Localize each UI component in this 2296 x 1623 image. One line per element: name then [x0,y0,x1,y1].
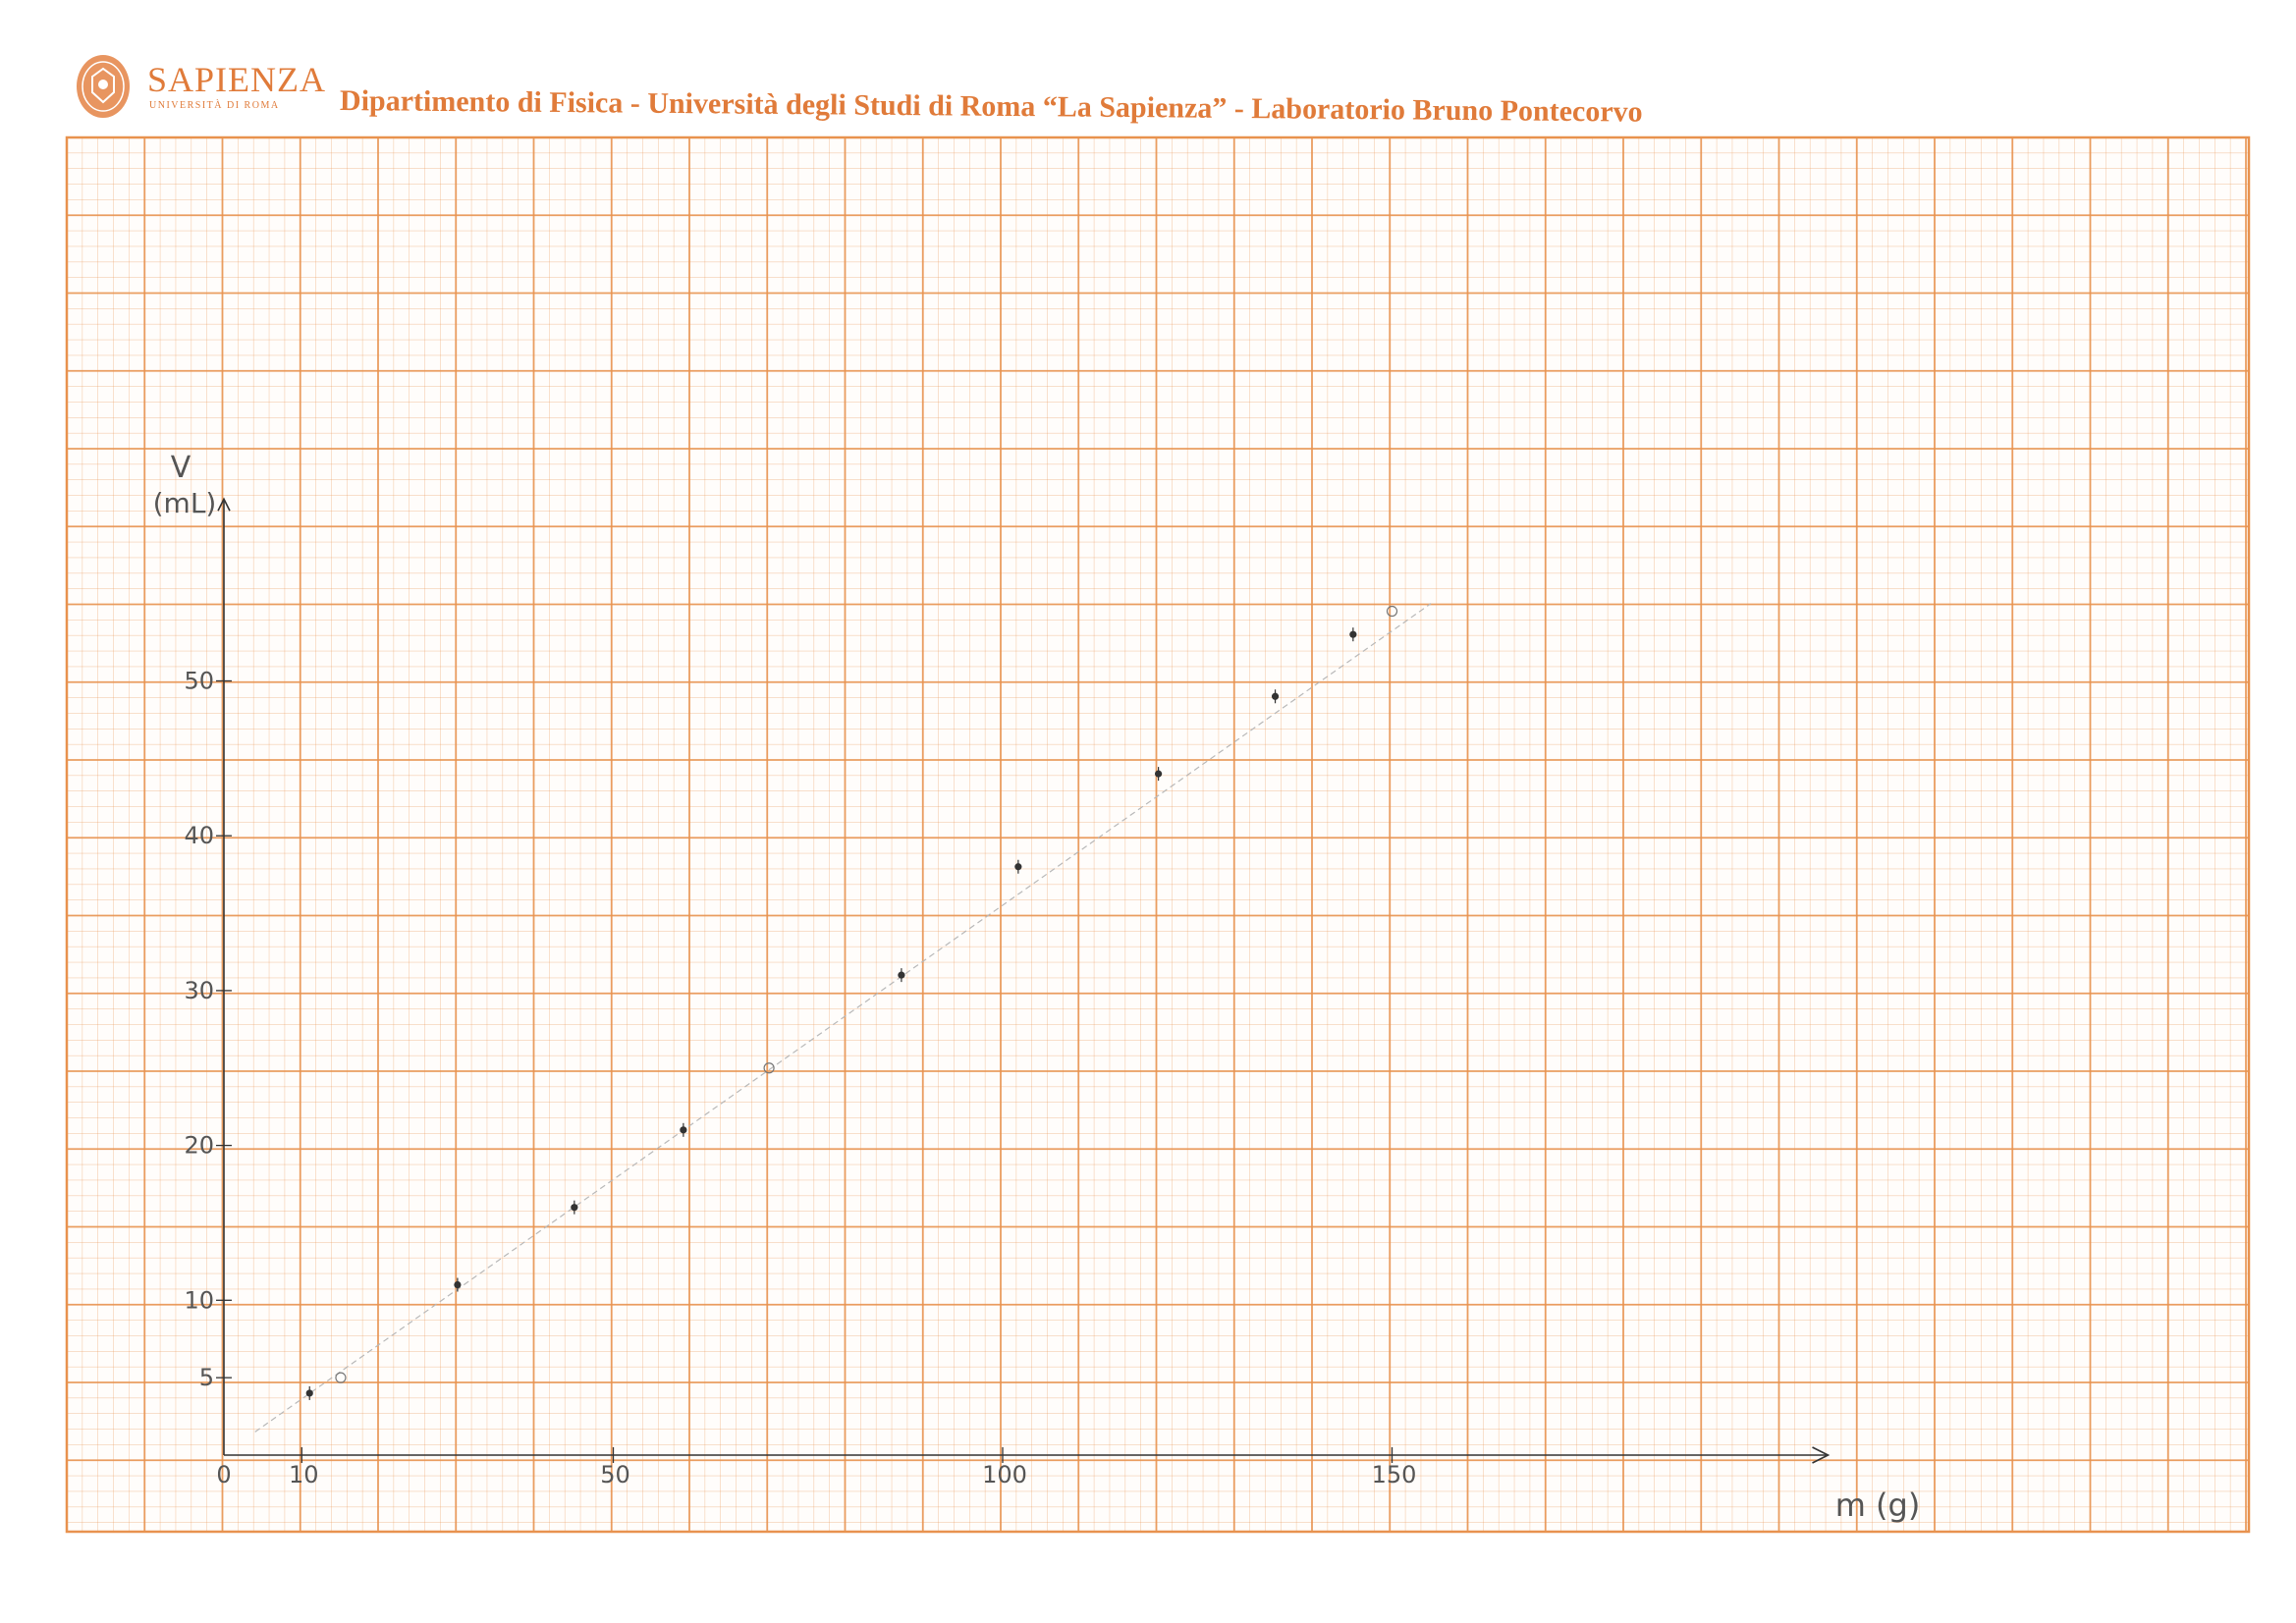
data-point-marker [571,1204,578,1212]
axis-labels: V (mL) m (g) [153,451,1921,1524]
data-point-marker [680,1126,687,1134]
x-tick-label: 100 [982,1461,1027,1488]
y-tick-label: 50 [184,668,214,695]
brand-subtitle: UNIVERSITÀ DI ROMA [149,100,280,111]
y-tick-label: 30 [184,977,214,1004]
graph-paper-border [65,135,2251,1534]
data-points [305,627,1357,1400]
y-tick-label: 5 [199,1364,214,1391]
graph-paper-grid [65,135,2251,1534]
data-point [1271,689,1280,704]
chart-axes [217,497,1831,1464]
fit-marker [335,1372,347,1383]
fit-marker [763,1062,775,1074]
data-point [454,1277,462,1292]
y-tick-label: 10 [184,1286,214,1314]
data-point [898,968,905,983]
x-tick-label: 10 [289,1461,319,1488]
y-tick-label: 40 [184,822,214,849]
x-tick-label: 150 [1372,1461,1417,1488]
fit-line-group [254,603,1432,1433]
data-point-marker [305,1389,313,1397]
data-point-marker [898,971,905,979]
data-point-marker [1155,770,1163,778]
data-point [571,1200,578,1215]
fit-line [254,603,1432,1433]
y-axis-unit-label: (mL) [153,487,217,519]
data-point [1349,627,1357,642]
data-point [305,1385,313,1400]
brand-name: SAPIENZA [147,60,327,99]
x-axis-arrow-icon [1812,1446,1831,1464]
y-axis-arrow-icon [217,497,231,512]
x-tick-label: 50 [600,1461,630,1488]
x-axis-label: m (g) [1835,1487,1921,1524]
axis-ticks: 0 10 50 100 150 5 10 20 30 40 50 [184,668,1416,1489]
data-point [1155,767,1163,782]
data-point-marker [1349,630,1357,638]
x-tick-label: 0 [216,1461,231,1488]
data-point-marker [1014,863,1022,871]
sapienza-seal-icon [77,55,130,118]
data-point [680,1122,687,1137]
fit-marker [1386,605,1398,618]
data-point-marker [454,1280,462,1289]
data-point-marker [1271,692,1280,700]
data-point [1014,859,1022,874]
y-axis-label: V [171,451,191,485]
y-tick-label: 20 [184,1132,214,1160]
